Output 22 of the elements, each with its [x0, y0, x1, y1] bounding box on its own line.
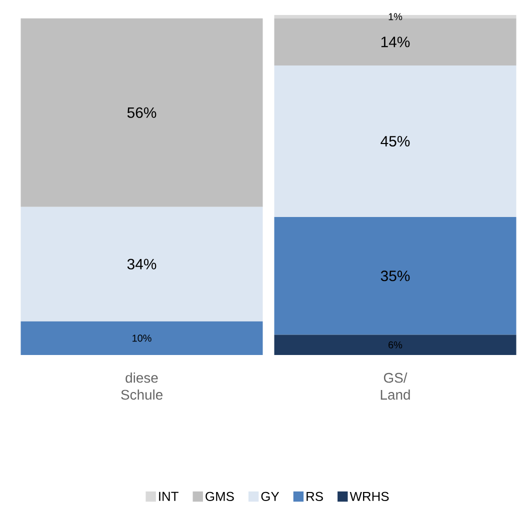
legend-label: RS [306, 492, 323, 502]
bar [20, 321, 263, 355]
data-label: 14% [381, 36, 410, 48]
x-tick-label: GS/ Land [380, 372, 410, 400]
legend-label: INT [159, 492, 178, 501]
bar [20, 206, 263, 322]
bar [274, 65, 516, 217]
data-label: 10% [132, 334, 152, 342]
data-label: 56% [127, 107, 156, 118]
bar [274, 334, 516, 355]
data-label: 1% [388, 13, 402, 20]
bar [274, 14, 516, 18]
legend-label: GY [261, 492, 280, 502]
data-label: 45% [380, 136, 410, 146]
x-tick-label: diese Schule [121, 372, 163, 400]
data-label: 6% [388, 341, 402, 348]
bar [20, 18, 263, 207]
legend-label: WRHS [350, 492, 389, 502]
bar [274, 216, 516, 335]
data-label: 34% [127, 258, 156, 270]
data-label: 35% [380, 270, 410, 282]
legend-label: GMS [206, 492, 234, 502]
